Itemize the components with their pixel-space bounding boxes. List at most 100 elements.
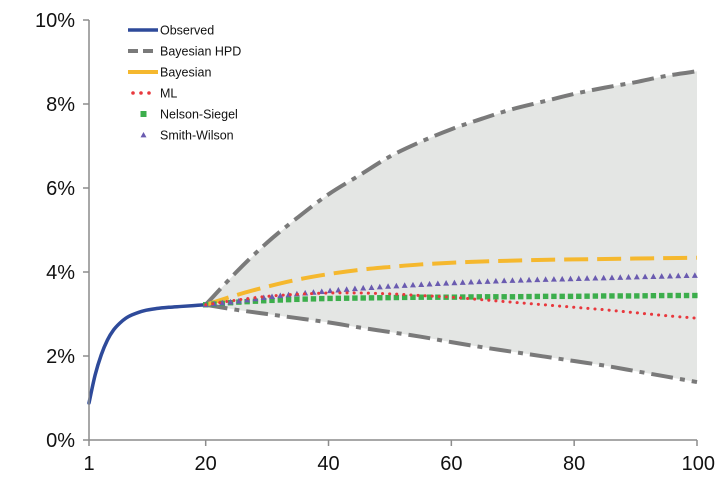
series-point-smith-wilson xyxy=(335,286,342,293)
series-point-nelson-siegel xyxy=(285,296,292,303)
series-point-nelson-siegel xyxy=(667,292,673,299)
series-line-hpd-lower xyxy=(205,302,698,385)
series-point-smith-wilson xyxy=(418,281,425,287)
series-point-smith-wilson xyxy=(343,286,350,292)
x-tick-label: 80 xyxy=(563,453,585,475)
axes-layer xyxy=(88,20,697,441)
series-point-nelson-siegel xyxy=(534,293,541,300)
series-point-nelson-siegel xyxy=(460,294,466,300)
series-point-smith-wilson xyxy=(385,283,392,289)
series-point-nelson-siegel xyxy=(567,293,574,300)
series-point-nelson-siegel xyxy=(335,295,342,302)
legend: Observed Bayesian HPD Bayesian ML Nelson-Sie… xyxy=(128,24,241,143)
series-layer xyxy=(87,69,699,405)
series-point-nelson-siegel xyxy=(468,294,474,300)
series-point-nelson-siegel xyxy=(650,293,657,299)
series-point-smith-wilson xyxy=(327,287,334,294)
series-point-smith-wilson xyxy=(426,280,433,287)
series-point-smith-wilson xyxy=(476,278,483,285)
series-point-nelson-siegel xyxy=(592,293,599,299)
legend-item-bayesian-hpd: Bayesian HPD xyxy=(128,45,241,59)
series-point-nelson-siegel xyxy=(418,294,424,300)
series-point-nelson-siegel xyxy=(368,295,375,301)
series-point-nelson-siegel xyxy=(501,294,507,300)
series-point-smith-wilson xyxy=(642,273,649,280)
legend-item-nelson-siegel: Nelson-Siegel xyxy=(140,108,238,122)
x-tick-label: 100 xyxy=(682,453,715,475)
series-point-smith-wilson xyxy=(235,297,242,304)
series-point-nelson-siegel xyxy=(476,294,482,300)
series-point-smith-wilson xyxy=(318,288,325,294)
series-point-smith-wilson xyxy=(459,279,466,285)
series-point-smith-wilson xyxy=(584,275,591,281)
series-point-smith-wilson xyxy=(484,278,491,284)
series-point-nelson-siegel xyxy=(343,295,350,301)
legend-label-ml: ML xyxy=(160,87,177,101)
legend-label-nelson-siegel: Nelson-Siegel xyxy=(160,108,238,122)
series-point-smith-wilson xyxy=(658,273,665,279)
series-point-nelson-siegel xyxy=(634,293,640,299)
series-point-smith-wilson xyxy=(592,274,599,281)
legend-key-ml xyxy=(131,91,151,95)
series-point-smith-wilson xyxy=(376,283,383,290)
series-point-smith-wilson xyxy=(575,275,582,281)
series-line-ml xyxy=(204,291,699,320)
series-smith-wilson xyxy=(202,272,698,308)
series-point-nelson-siegel xyxy=(360,295,366,301)
series-point-smith-wilson xyxy=(633,273,640,280)
series-point-smith-wilson xyxy=(526,276,533,283)
series-point-nelson-siegel xyxy=(327,295,333,302)
series-point-nelson-siegel xyxy=(518,293,524,300)
legend-label-bayesian-hpd: Bayesian HPD xyxy=(160,45,241,59)
series-point-smith-wilson xyxy=(501,277,508,284)
series-point-nelson-siegel xyxy=(642,293,648,299)
series-point-nelson-siegel xyxy=(401,294,408,301)
legend-key-smith-wilson xyxy=(140,132,147,138)
y-tick-label: 2% xyxy=(46,346,75,368)
series-point-nelson-siegel xyxy=(692,292,698,299)
legend-label-observed: Observed xyxy=(160,24,214,38)
legend-item-ml: ML xyxy=(131,87,177,101)
ticks-layer: 0% 2% 4% 6% 8% 10% 1 20 40 60 80 100 xyxy=(35,10,715,475)
series-point-smith-wilson xyxy=(409,281,416,288)
series-point-smith-wilson xyxy=(567,275,574,282)
series-point-nelson-siegel xyxy=(683,292,690,299)
y-tick-label: 6% xyxy=(46,178,75,200)
series-point-smith-wilson xyxy=(368,284,375,290)
x-tick-label: 40 xyxy=(317,453,339,475)
hpd-band-area xyxy=(205,71,697,383)
y-tick-label: 8% xyxy=(46,94,75,116)
series-point-smith-wilson xyxy=(451,279,458,286)
series-point-smith-wilson xyxy=(393,282,400,289)
series-point-smith-wilson xyxy=(534,276,541,283)
series-point-nelson-siegel xyxy=(294,296,300,303)
series-point-smith-wilson xyxy=(509,277,516,283)
series-line-observed xyxy=(87,303,208,405)
series-point-smith-wilson xyxy=(277,292,284,299)
x-tick-label: 1 xyxy=(83,453,94,475)
series-point-smith-wilson xyxy=(443,280,450,286)
series-point-nelson-siegel xyxy=(542,293,549,300)
series-point-smith-wilson xyxy=(650,273,657,279)
series-point-nelson-siegel xyxy=(277,297,284,303)
legend-item-bayesian: Bayesian xyxy=(128,66,211,80)
series-point-smith-wilson xyxy=(351,285,358,292)
series-point-nelson-siegel xyxy=(600,293,607,299)
y-tick-label: 4% xyxy=(46,262,75,284)
x-tick-label: 60 xyxy=(440,453,462,475)
series-point-smith-wilson xyxy=(492,277,499,284)
x-tick-label: 20 xyxy=(195,453,217,475)
series-point-nelson-siegel xyxy=(269,297,275,304)
series-point-nelson-siegel xyxy=(393,294,400,301)
series-point-nelson-siegel xyxy=(526,293,532,300)
series-point-nelson-siegel xyxy=(584,293,590,299)
series-point-smith-wilson xyxy=(625,274,632,280)
series-point-smith-wilson xyxy=(550,276,557,282)
series-point-nelson-siegel xyxy=(261,298,267,304)
series-point-smith-wilson xyxy=(360,284,367,291)
series-point-nelson-siegel xyxy=(252,298,259,304)
series-point-nelson-siegel xyxy=(310,296,317,302)
series-point-nelson-siegel xyxy=(426,294,433,300)
